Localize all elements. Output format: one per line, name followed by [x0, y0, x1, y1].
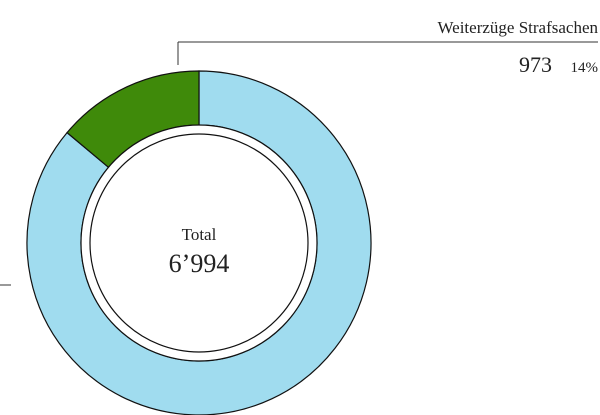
- total-label: 6’994: [169, 249, 230, 278]
- slices: [26, 70, 372, 415]
- center-title: Total: [182, 225, 217, 244]
- inner-ring: [89, 133, 309, 353]
- share-label: 14%: [571, 60, 599, 76]
- category-label: Weiterzüge Strafsachen: [437, 18, 598, 37]
- value-label: 973: [519, 52, 552, 77]
